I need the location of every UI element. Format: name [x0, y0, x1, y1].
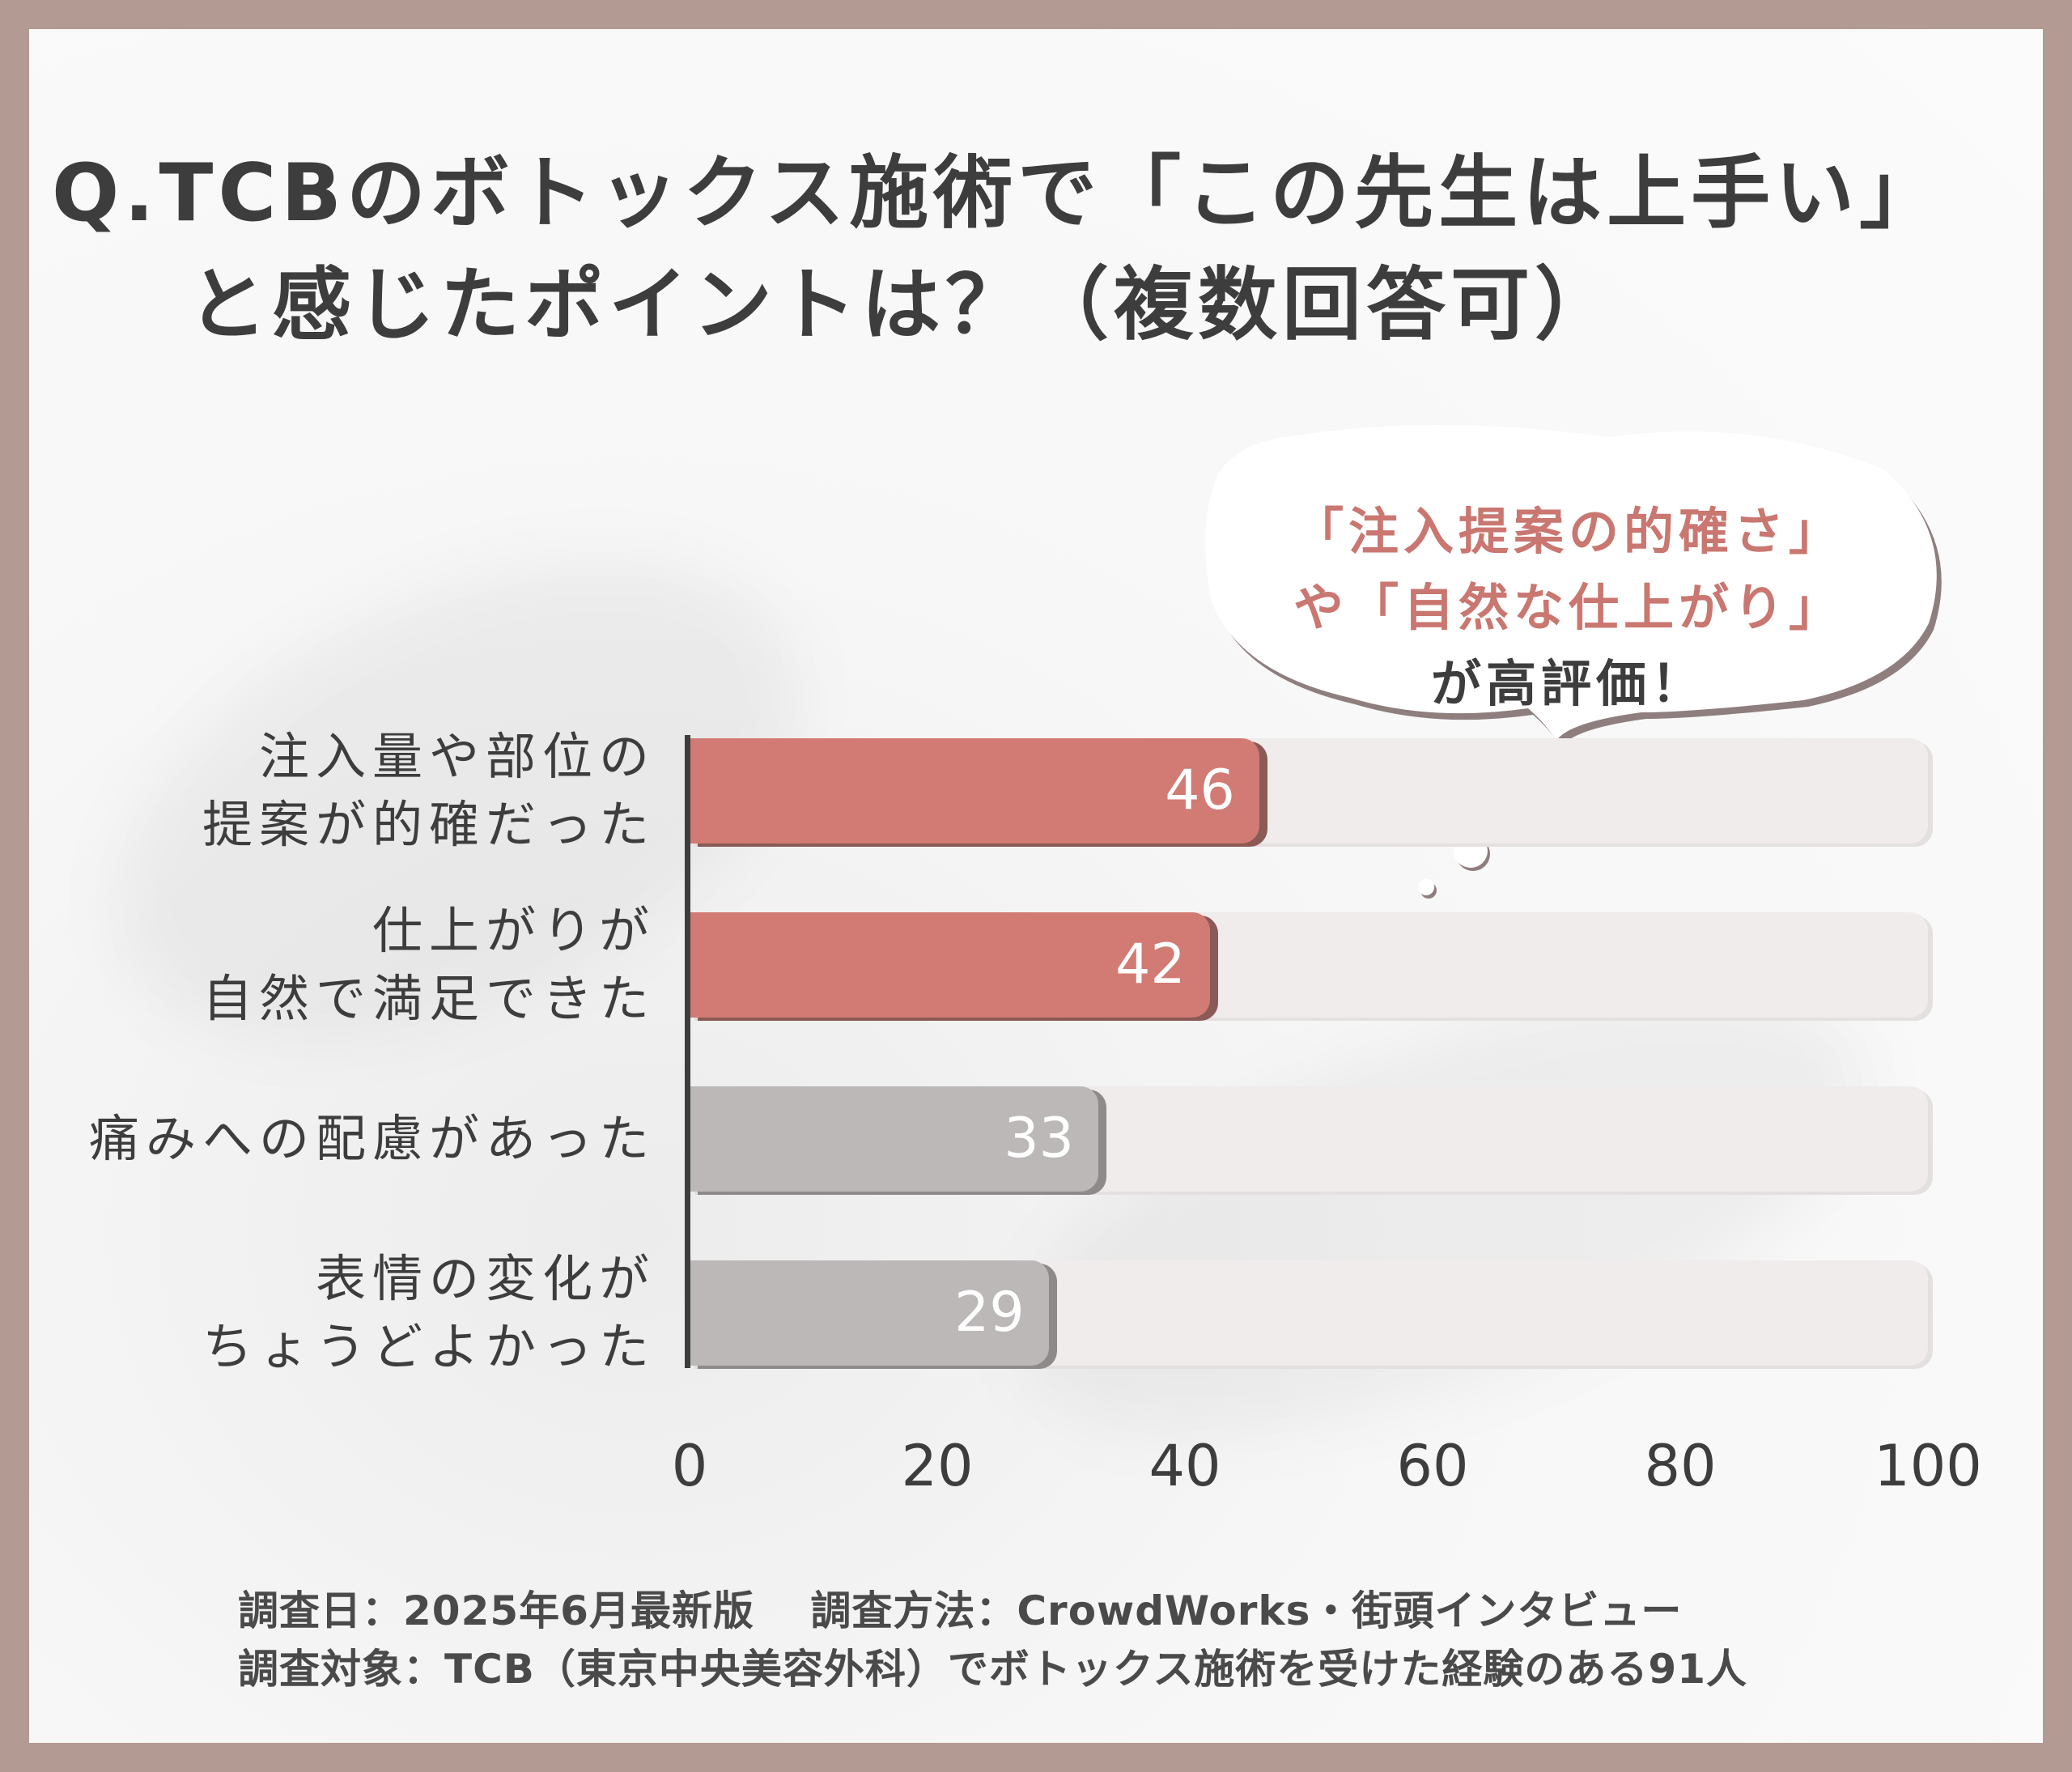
category-label: 痛みへの配慮があった: [24, 1105, 656, 1173]
callout-bubble: [1205, 425, 1942, 747]
infographic-card: [29, 29, 2043, 1743]
title-line-2: と感じたポイントは？（複数回答可）: [188, 259, 1620, 351]
x-tick-label: 80: [1644, 1433, 1717, 1499]
category-label: 仕上がりが自然で満足できた: [24, 897, 656, 1033]
footnote-line-1: 調査日：2025年6月最新版 調査方法：CrowdWorks・街頭インタビュー: [238, 1587, 1683, 1634]
callout-line-1: 「注入提案の的確さ」: [1293, 502, 1844, 561]
category-label-line: 仕上がりが: [372, 901, 656, 960]
y-axis-line: [685, 735, 690, 1368]
title-line-1: Q.TCBのボトックス施術で「この先生は上手い」: [52, 147, 1944, 240]
bar-value-label: 33: [1004, 1107, 1074, 1171]
x-tick-label: 60: [1396, 1433, 1469, 1499]
category-label-line: 提案が的確だった: [202, 795, 656, 854]
x-tick-label: 0: [671, 1433, 708, 1499]
category-label: 表情の変化がちょうどよかった: [24, 1245, 656, 1381]
bar-value-label: 29: [954, 1281, 1025, 1345]
bar: [690, 1260, 1049, 1366]
callout-dot-small: [1418, 879, 1434, 895]
callout-line-3: が高評価！: [1430, 654, 1706, 713]
footnote-line-2: 調査対象：TCB（東京中央美容外科）でボトックス施術を受けた経験のある91人: [238, 1646, 1747, 1693]
callout-line-2: や「自然な仕上がり」: [1293, 578, 1844, 637]
bar-value-label: 46: [1165, 759, 1235, 822]
bar-value-label: 42: [1115, 933, 1186, 996]
category-label-line: 注入量や部位の: [258, 727, 656, 786]
x-tick-label: 20: [901, 1433, 974, 1499]
category-label-line: 自然で満足できた: [202, 969, 656, 1028]
x-tick-label: 40: [1149, 1433, 1221, 1499]
x-tick-label: 100: [1874, 1433, 1982, 1499]
callout-text: 「注入提案の的確さ」 や「自然な仕上がり」 が高評価！: [1188, 494, 1949, 722]
bar: [690, 738, 1259, 844]
category-label-line: ちょうどよかった: [202, 1317, 656, 1376]
bar: [690, 1086, 1098, 1192]
category-label-line: 表情の変化が: [315, 1249, 656, 1308]
category-label: 注入量や部位の提案が的確だった: [24, 723, 656, 859]
category-label-line: 痛みへの配慮があった: [88, 1109, 656, 1168]
chart-title: Q.TCBのボトックス施術で「この先生は上手い」 と感じたポイントは？（複数回答…: [52, 138, 1994, 361]
bar: [690, 912, 1210, 1018]
